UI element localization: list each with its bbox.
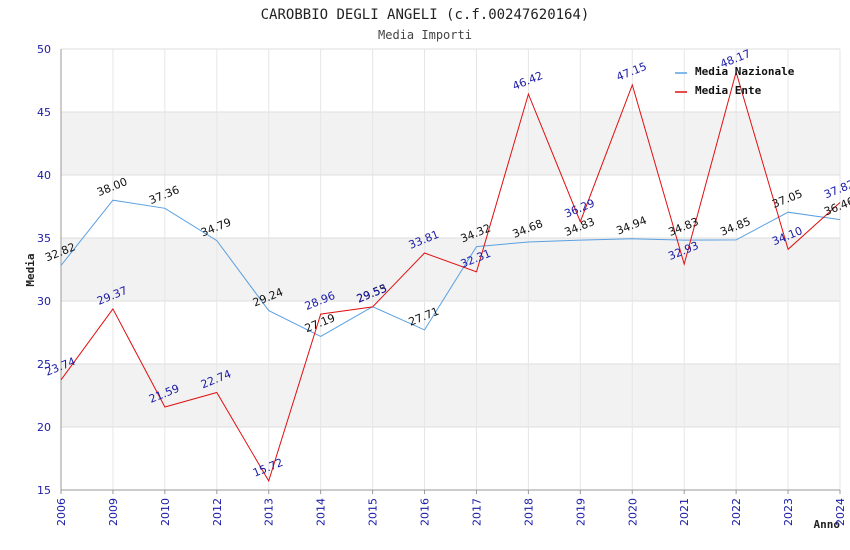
data-label-media-nazionale: 34.68: [511, 217, 545, 241]
chart-title: CAROBBIO DEGLI ANGELI (c.f.00247620164): [261, 7, 590, 23]
data-label-media-nazionale: 37.36: [147, 183, 181, 207]
legend-label-media-nazionale: Media Nazionale: [695, 65, 795, 78]
x-tick-label: 2020: [626, 498, 639, 526]
x-tick-label: 2009: [107, 498, 120, 526]
y-tick-label: 35: [37, 232, 51, 245]
x-tick-label: 2006: [55, 498, 68, 526]
y-tick-label: 30: [37, 295, 51, 308]
x-tick-label: 2014: [315, 498, 328, 526]
x-tick-label: 2013: [263, 498, 276, 526]
x-tick-label: 2018: [522, 498, 535, 526]
data-label-media-nazionale: 34.85: [718, 215, 752, 239]
data-label-media-nazionale: 27.71: [407, 305, 441, 329]
y-tick-labels: 15 20 25 30 35 40 45 50: [37, 43, 51, 497]
x-tick-label: 2019: [574, 498, 587, 526]
x-tick-label: 2023: [782, 498, 795, 526]
y-tick-label: 15: [37, 484, 51, 497]
x-tick-label: 2015: [367, 498, 380, 526]
x-tick-label: 2017: [470, 498, 483, 526]
series-lines: [60, 70, 841, 483]
data-label-media-nazionale: 34.79: [199, 216, 233, 240]
plot-band: [61, 112, 840, 175]
y-tick-label: 25: [37, 358, 51, 371]
x-tick-label: 2021: [678, 498, 691, 526]
axes: [60, 49, 841, 494]
x-tick-label: 2024: [834, 498, 847, 526]
data-label-media-nazionale: 34.83: [666, 215, 700, 239]
data-label-media-ente: 46.42: [511, 69, 545, 93]
x-axis-label: Anno: [814, 518, 841, 531]
data-label-media-nazionale: 38.00: [95, 175, 129, 199]
chart-subtitle: Media Importi: [378, 28, 472, 42]
y-axis-label: Media: [24, 253, 37, 286]
data-label-media-nazionale: 37.05: [770, 187, 804, 211]
x-tick-label: 2016: [419, 498, 432, 526]
data-label-media-nazionale: 34.94: [615, 214, 649, 238]
data-label-media-ente: 47.15: [615, 60, 649, 84]
plot-band: [61, 364, 840, 427]
plot-bands: [61, 112, 840, 427]
y-tick-label: 40: [37, 169, 51, 182]
x-tick-label: 2010: [159, 498, 172, 526]
x-tick-label: 2022: [730, 498, 743, 526]
plot-band: [61, 238, 840, 301]
x-tick-labels: 2006 2009 2010 2012 2013 2014 2015 2016 2017 2018…: [55, 498, 847, 526]
y-tick-label: 45: [37, 106, 51, 119]
legend: Media Nazionale Media Ente: [675, 65, 795, 97]
legend-label-media-ente: Media Ente: [695, 84, 762, 97]
y-tick-label: 50: [37, 43, 51, 56]
series-line-media-ente: [60, 70, 841, 483]
x-tick-label: 2012: [211, 498, 224, 526]
y-tick-label: 20: [37, 421, 51, 434]
series-line-media-nazionale: [60, 199, 841, 337]
